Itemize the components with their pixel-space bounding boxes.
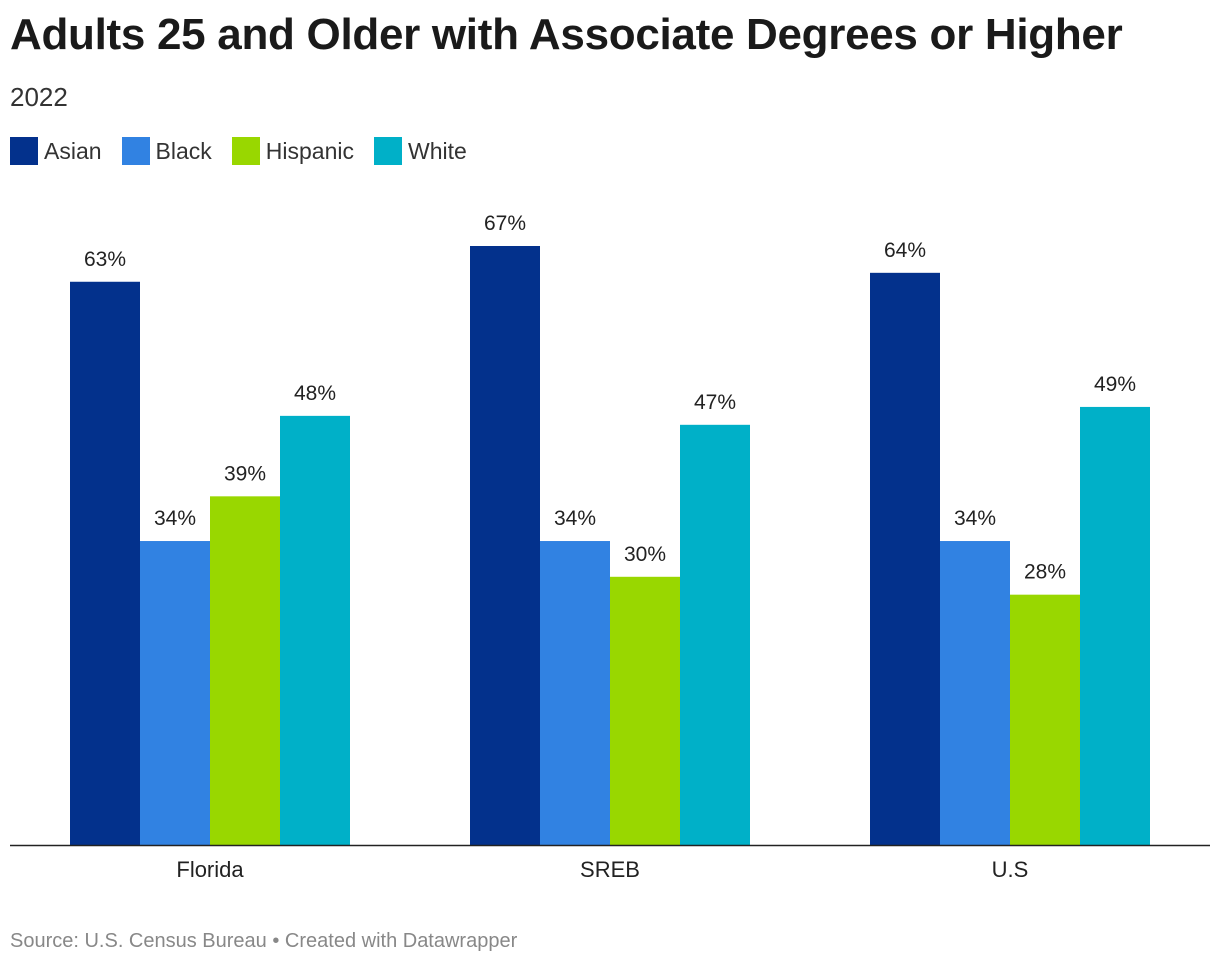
bar-florida-asian: [70, 281, 140, 845]
x-tick-label: Florida: [176, 857, 244, 882]
legend-label-black: Black: [155, 137, 212, 164]
x-tick-label: SREB: [580, 857, 640, 882]
data-label: 34%: [154, 507, 196, 530]
data-label: 47%: [694, 391, 736, 414]
legend-label-asian: Asian: [44, 137, 102, 164]
legend-swatch-white: [374, 137, 403, 165]
data-label: 63%: [84, 248, 126, 271]
bar-u-s-black: [940, 541, 1010, 845]
data-label: 34%: [954, 507, 996, 530]
x-tick-label: U.S: [992, 857, 1029, 882]
chart-title: Adults 25 and Older with Associate Degre…: [10, 10, 1123, 59]
bar-u-s-asian: [870, 272, 940, 845]
legend-item-hispanic: Hispanic: [231, 137, 355, 165]
legend-item-black: Black: [121, 137, 212, 165]
bar-sreb-hispanic: [610, 576, 680, 845]
bar-sreb-black: [540, 541, 610, 845]
bar-florida-white: [280, 415, 350, 845]
legend-swatch-hispanic: [231, 137, 260, 165]
source-note: Source: U.S. Census Bureau • Created wit…: [10, 930, 518, 952]
data-label: 64%: [884, 239, 926, 262]
legend-item-white: White: [374, 137, 467, 165]
data-label: 49%: [1094, 373, 1136, 396]
legend-swatch-black: [121, 137, 150, 165]
bar-u-s-white: [1080, 406, 1150, 845]
legend-label-hispanic: Hispanic: [265, 137, 355, 164]
bar-sreb-asian: [470, 246, 540, 845]
data-label: 39%: [224, 462, 266, 485]
chart-subtitle: 2022: [10, 82, 68, 112]
data-label: 34%: [554, 507, 596, 530]
bar-sreb-white: [680, 424, 750, 845]
bar-u-s-hispanic: [1010, 594, 1080, 845]
bar-florida-hispanic: [210, 496, 280, 845]
legend-item-asian: Asian: [10, 137, 102, 165]
legend: Asian Black Hispanic White: [10, 136, 487, 166]
data-label: 67%: [484, 212, 526, 235]
legend-label-white: White: [408, 137, 467, 164]
data-label: 28%: [1024, 561, 1066, 584]
legend-swatch-asian: [10, 137, 38, 165]
bar-florida-black: [140, 541, 210, 845]
data-label: 30%: [624, 543, 666, 566]
data-label: 48%: [294, 382, 336, 405]
